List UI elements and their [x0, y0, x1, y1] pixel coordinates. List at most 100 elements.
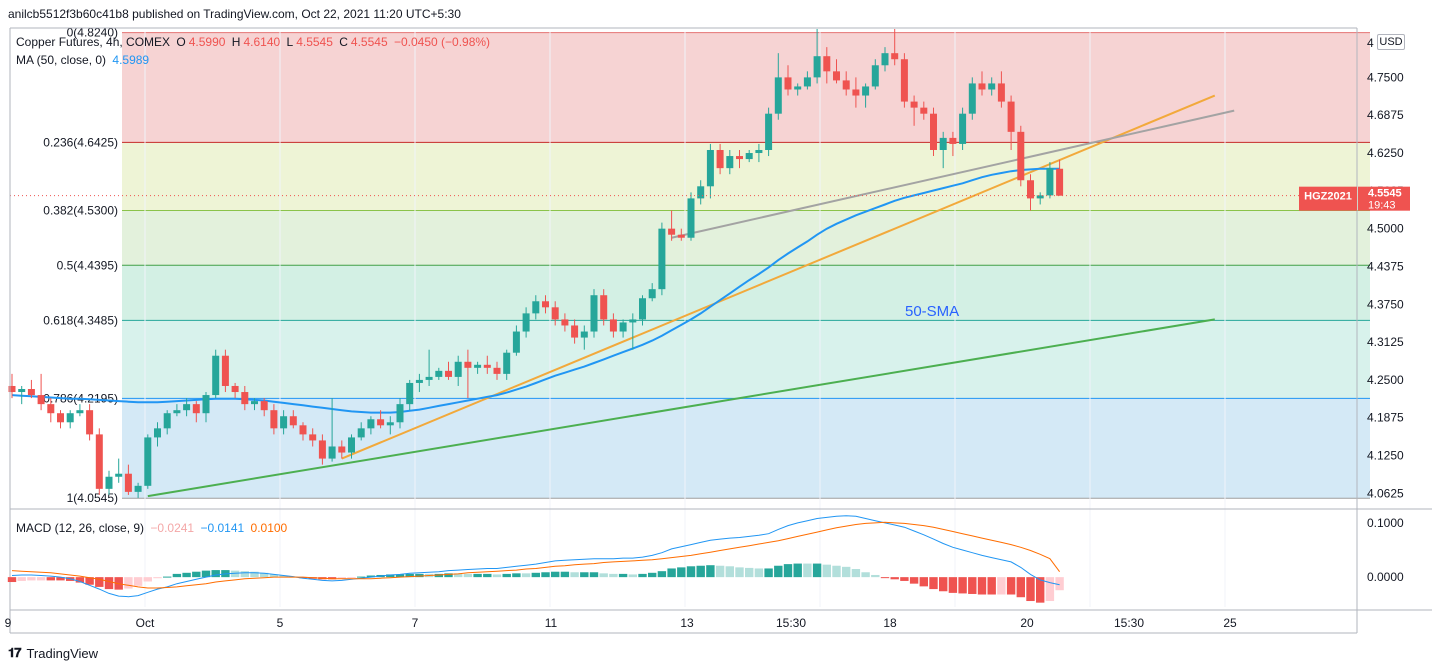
macd-histogram-bar	[638, 573, 647, 578]
candle-body	[803, 77, 811, 87]
price-tag	[1358, 186, 1410, 211]
time-tick-label: 11	[545, 616, 558, 630]
candle-body	[609, 319, 617, 332]
time-tick-label: 25	[1223, 616, 1237, 630]
macd-histogram-bar	[36, 577, 46, 581]
macd-histogram-bar	[939, 577, 948, 592]
candle-body	[192, 404, 200, 414]
legend-h-value: 4.6140	[243, 35, 281, 49]
candle-body	[978, 83, 986, 90]
candle-body	[784, 77, 792, 90]
candle-body	[862, 86, 870, 96]
macd-histogram-bar	[570, 572, 579, 578]
macd-histogram-bar	[609, 573, 618, 578]
candle-body	[900, 59, 908, 102]
macd-histogram-bar	[434, 573, 443, 578]
macd-histogram-bar	[667, 568, 676, 578]
candle-body	[745, 153, 753, 160]
candle-body	[629, 319, 637, 323]
price-tick-label: 4.7500	[1367, 70, 1404, 84]
candle-body	[377, 419, 385, 426]
time-tick-label: 13	[680, 616, 694, 630]
trendline-support-green	[147, 318, 1215, 498]
macd-histogram-bar	[512, 573, 521, 578]
candle-body	[144, 437, 152, 486]
candle-body	[474, 364, 482, 368]
candle-body	[348, 437, 355, 453]
macd-histogram-bar	[104, 577, 114, 590]
macd-histogram-bar	[230, 570, 240, 578]
price-tick-label: 4.6875	[1367, 108, 1404, 122]
macd-histogram-bar	[880, 577, 890, 579]
macd-histogram-bar	[95, 577, 104, 587]
macd-histogram-bar	[492, 574, 502, 578]
macd-histogram-bar	[968, 577, 977, 594]
macd-histogram-bar	[812, 563, 822, 578]
candle-body	[66, 413, 74, 423]
legend-l-value: 4.5545	[296, 35, 333, 49]
macd-histogram-bar	[958, 577, 967, 594]
price-tick-label: 4.2500	[1367, 373, 1404, 387]
macd-histogram-bar	[842, 566, 851, 578]
candle-body	[105, 476, 113, 489]
macd-histogram-bar	[745, 567, 754, 578]
tradingview-logo[interactable]: 𝟏𝟕 TradingView	[8, 645, 98, 661]
candle-body	[1056, 168, 1064, 196]
fib-band	[122, 32, 1370, 143]
macd-histogram-bar	[1036, 577, 1045, 603]
time-tick-label: 20	[1020, 616, 1034, 630]
macd-histogram-bar	[182, 572, 191, 578]
time-tick-label: 5	[277, 616, 284, 630]
macd-histogram-bar	[560, 571, 570, 578]
macd-histogram-bar	[686, 566, 696, 578]
macd-histogram-bar	[1045, 577, 1055, 602]
macd-histogram-bar	[366, 575, 376, 578]
candle-body	[115, 473, 123, 477]
macd-histogram-bar	[783, 564, 793, 578]
candle-body	[677, 234, 685, 238]
macd-histogram-bar	[327, 577, 337, 580]
candle-body	[668, 228, 676, 235]
trendline-support-orange	[341, 94, 1216, 460]
candle-body	[212, 355, 220, 396]
macd-signal-line	[11, 521, 1061, 589]
fib-band	[122, 320, 1370, 399]
macd-histogram-bar	[599, 573, 608, 578]
candle-body	[1046, 168, 1054, 196]
candle-body	[1007, 101, 1015, 132]
macd-histogram-bar	[463, 573, 473, 578]
candle-body	[95, 434, 103, 489]
macd-histogram-bar	[909, 577, 919, 584]
candle-body	[86, 410, 94, 435]
time-tick-label: 18	[883, 616, 897, 630]
macd-histogram-bar	[948, 577, 958, 593]
candle-body	[1036, 195, 1044, 199]
macd-histogram-bar	[657, 571, 667, 578]
macd-histogram-bar	[337, 577, 346, 579]
macd-histogram-bar	[1006, 577, 1016, 595]
currency-button[interactable]: USD	[1377, 34, 1405, 50]
fib-level-label: 0.236(4.6425)	[43, 135, 118, 149]
macd-histogram-bar	[7, 577, 17, 583]
candle-body	[299, 425, 307, 435]
candle-body	[939, 137, 947, 150]
price-tick-label: 4.3125	[1367, 335, 1404, 349]
publisher-caption: anilcb5512f3b60c41b8 published on Tradin…	[8, 7, 461, 21]
macd-histogram-bar	[541, 572, 550, 578]
candle-body	[309, 434, 317, 441]
price-tick-label: 4.0625	[1367, 486, 1404, 500]
candle-body	[687, 198, 695, 238]
candle-body	[57, 413, 64, 423]
macd-histogram-bar	[735, 567, 744, 578]
candle-body	[697, 186, 705, 199]
macd-histogram-bar	[648, 572, 657, 578]
candle-body	[997, 83, 1005, 102]
candle-body	[871, 65, 879, 87]
macd-histogram-bar	[56, 577, 65, 581]
candle-body	[493, 367, 501, 374]
candle-body	[231, 385, 239, 393]
candle-body	[241, 392, 249, 405]
candle-body	[988, 83, 996, 90]
legend-title: Copper Futures, 4h, COMEX	[16, 35, 171, 49]
